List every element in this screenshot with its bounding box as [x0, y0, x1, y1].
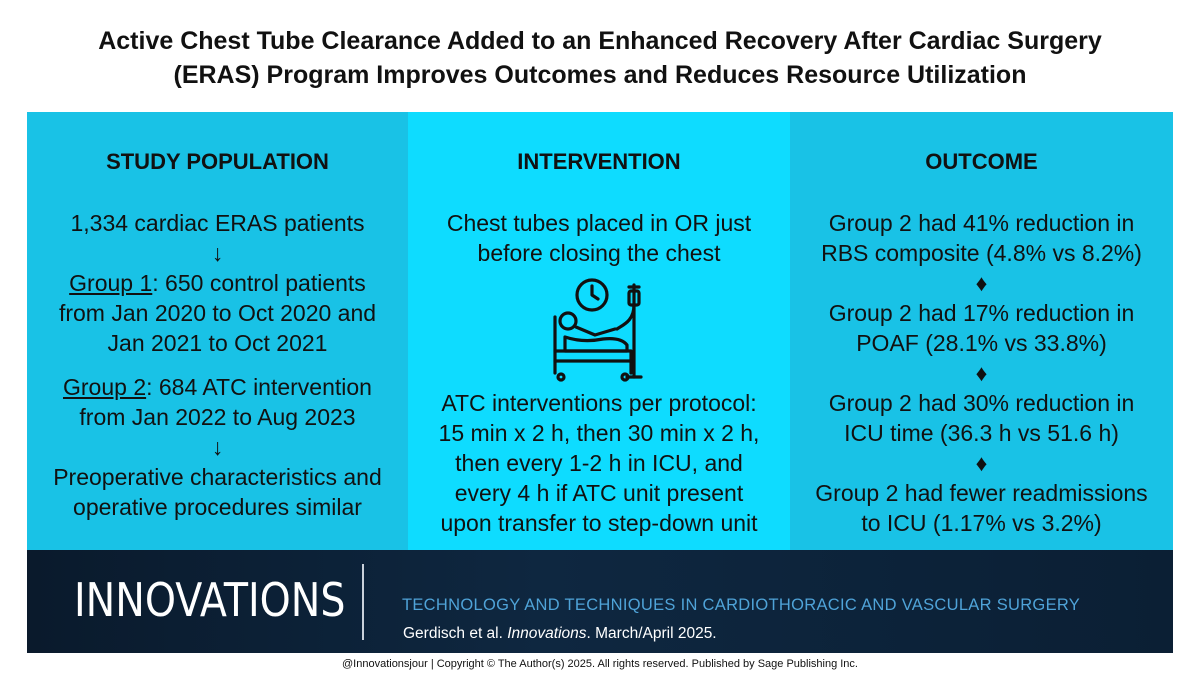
- outcome-3-line-1: Group 2 had 30% reduction in: [828, 390, 1135, 416]
- patients-count: 1,334 cardiac ERAS patients: [70, 210, 365, 236]
- down-arrow-icon: ↓: [211, 434, 224, 460]
- protocol-text: ATC interventions per protocol: 15 min x…: [416, 388, 782, 538]
- study-population-body: 1,334 cardiac ERAS patients ↓ Group 1: 6…: [35, 208, 400, 522]
- group2-line-1: Group 2: 684 ATC intervention: [35, 372, 400, 402]
- title-line-2: (ERAS) Program Improves Outcomes and Red…: [173, 61, 1027, 89]
- infographic-title: Active Chest Tube Clearance Added to an …: [0, 24, 1200, 92]
- protocol-line-1: ATC interventions per protocol:: [441, 390, 757, 416]
- journal-logo: INNOVATIONS: [74, 573, 346, 627]
- group1-line-3: Jan 2021 to Oct 2021: [107, 330, 328, 356]
- outcome-4-line-2: to ICU (1.17% vs 3.2%): [861, 510, 1102, 536]
- outcome-3-line-2: ICU time (36.3 h vs 51.6 h): [844, 420, 1119, 446]
- diamond-separator-icon: ♦: [975, 360, 988, 386]
- journal-footer-banner: INNOVATIONS TECHNOLOGY AND TECHNIQUES IN…: [27, 550, 1173, 653]
- group2-text: : 684 ATC intervention: [146, 374, 372, 400]
- outcome-1-line-2: RBS composite (4.8% vs 8.2%): [821, 240, 1142, 266]
- diamond-separator-icon: ♦: [975, 450, 988, 476]
- study-population-heading: STUDY POPULATION: [106, 149, 329, 174]
- diamond-separator-icon: ♦: [975, 270, 988, 296]
- protocol-line-5: upon transfer to step-down unit: [440, 510, 758, 536]
- intervention-panel: INTERVENTION Chest tubes placed in OR ju…: [408, 112, 790, 550]
- group1-text: : 650 control patients: [152, 270, 366, 296]
- similar-line-2: operative procedures similar: [73, 494, 362, 520]
- outcome-2-line-1: Group 2 had 17% reduction in: [828, 300, 1135, 326]
- protocol-line-3: then every 1-2 h in ICU, and: [455, 450, 743, 476]
- copyright-line: @Innovationsjour | Copyright © The Autho…: [342, 658, 858, 670]
- citation-date: . March/April 2025.: [586, 625, 717, 642]
- placement-line-2: before closing the chest: [477, 240, 721, 266]
- citation-journal: Innovations: [507, 625, 587, 642]
- similar-line-1: Preoperative characteristics and: [53, 464, 382, 490]
- placement-text: Chest tubes placed in OR just before clo…: [416, 208, 782, 268]
- protocol-line-4: every 4 h if ATC unit present: [454, 480, 744, 506]
- outcome-body: Group 2 had 41% reduction in RBS composi…: [798, 208, 1165, 538]
- outcome-2-line-2: POAF (28.1% vs 33.8%): [856, 330, 1107, 356]
- intervention-heading: INTERVENTION: [517, 149, 681, 174]
- outcome-panel: OUTCOME Group 2 had 41% reduction in RBS…: [790, 112, 1173, 550]
- panels-row: STUDY POPULATION 1,334 cardiac ERAS pati…: [27, 112, 1173, 550]
- group2-label: Group 2: [63, 374, 147, 400]
- group1-label: Group 1: [69, 270, 153, 296]
- citation: Gerdisch et al. Innovations. March/April…: [403, 624, 717, 644]
- protocol-line-2: 15 min x 2 h, then 30 min x 2 h,: [438, 420, 760, 446]
- outcome-4-line-1: Group 2 had fewer readmissions: [815, 480, 1148, 506]
- outcome-heading: OUTCOME: [925, 149, 1038, 174]
- journal-tagline: TECHNOLOGY AND TECHNIQUES IN CARDIOTHORA…: [402, 596, 1081, 614]
- title-line-1: Active Chest Tube Clearance Added to an …: [98, 27, 1102, 55]
- down-arrow-icon: ↓: [211, 240, 224, 266]
- group2-line-2: from Jan 2022 to Aug 2023: [79, 404, 356, 430]
- placement-line-1: Chest tubes placed in OR just: [446, 210, 752, 236]
- group1-line-1: Group 1: 650 control patients: [35, 268, 400, 298]
- group1-line-2: from Jan 2020 to Oct 2020 and: [58, 300, 377, 326]
- study-population-panel: STUDY POPULATION 1,334 cardiac ERAS pati…: [27, 112, 408, 550]
- outcome-1-line-1: Group 2 had 41% reduction in: [828, 210, 1135, 236]
- citation-authors: Gerdisch et al.: [403, 625, 508, 642]
- footer-divider: [362, 564, 364, 640]
- patient-bed-clock-iv-icon: [553, 278, 643, 382]
